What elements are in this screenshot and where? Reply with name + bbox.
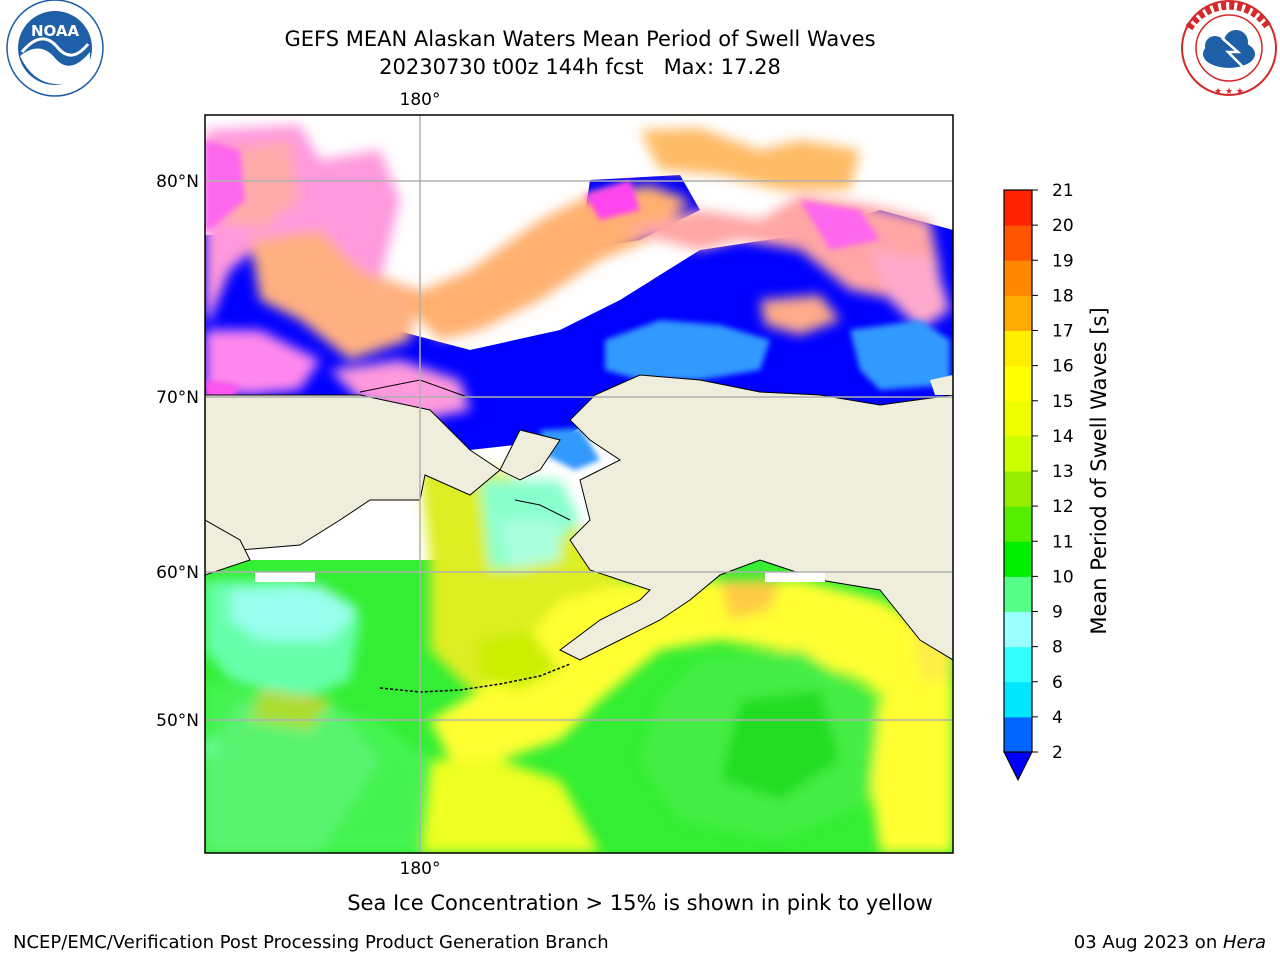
colorbar-tick-label: 13 [1052, 462, 1074, 482]
chart-title: GEFS MEAN Alaskan Waters Mean Period of … [284, 27, 876, 51]
colorbar-tick-label: 12 [1052, 497, 1074, 517]
land-mask-band-east [765, 572, 825, 582]
beaufort-swell [540, 320, 950, 470]
footer-branch: NCEP/EMC/Verification Post Processing Pr… [13, 932, 609, 953]
colorbar-segment [1004, 260, 1032, 296]
colorbar-segment [1004, 646, 1032, 683]
svg-text:NOAA: NOAA [31, 22, 80, 40]
colorbar-tick-label: 11 [1052, 532, 1074, 552]
colorbar-tick-label: 2 [1052, 743, 1063, 763]
sea-ice-region [205, 125, 950, 420]
colorbar-segment [1004, 681, 1032, 718]
colorbar-tick-label: 9 [1052, 603, 1063, 623]
footer-date-text: 03 Aug 2023 on [1073, 932, 1223, 953]
land-mask-band [255, 572, 315, 582]
pacific-swell [205, 470, 953, 853]
map-area [205, 115, 953, 853]
colorbar-tick-label: 17 [1052, 322, 1074, 342]
map-gridlines [205, 115, 953, 853]
footer-date: 03 Aug 2023 on Hera [1074, 932, 1266, 953]
colorbar-segment [1004, 576, 1032, 612]
noaa-logo: NOAA [6, 0, 104, 97]
lat-label-80: 80°N [156, 172, 199, 192]
colorbar-tick-label: 19 [1052, 251, 1074, 271]
colorbar-extend-triangle [1003, 751, 1033, 782]
lat-label-70: 70°N [156, 388, 199, 408]
colorbar-tick-label: 14 [1052, 427, 1074, 447]
colorbar-segment [1004, 365, 1032, 402]
colorbar-segment [1004, 716, 1032, 753]
map-frame [204, 114, 954, 854]
svg-text:★ ★ ★: ★ ★ ★ [1214, 87, 1244, 97]
colorbar-tick-label: 18 [1052, 286, 1074, 306]
lon-label-top: 180° [400, 90, 441, 110]
chart-subtitle: 20230730 t00z 144h fcst Max: 17.28 [379, 55, 781, 79]
sea-ice-note: Sea Ice Concentration > 15% is shown in … [347, 891, 933, 915]
colorbar-tick-label: 20 [1052, 216, 1074, 236]
lon-label-bottom: 180° [400, 859, 441, 879]
nws-logo: ★ ★ ★ [1181, 0, 1277, 97]
footer-host: Hera [1222, 932, 1266, 953]
lat-label-60: 60°N [156, 563, 199, 583]
lat-label-50: 50°N [156, 711, 199, 731]
colorbar-tick-label: 6 [1052, 673, 1063, 693]
colorbar-label: Mean Period of Swell Waves [s] [1087, 307, 1111, 634]
colorbar-segment [1004, 400, 1032, 437]
colorbar-segment [1004, 435, 1032, 472]
colorbar-segment [1004, 330, 1032, 367]
colorbar-tick-label: 8 [1052, 638, 1063, 658]
colorbar-segment [1004, 295, 1032, 331]
colorbar-tick-label: 16 [1052, 357, 1074, 377]
colorbar-segment [1004, 611, 1032, 648]
colorbar-tick-label: 4 [1052, 708, 1063, 728]
colorbar-tick-label: 15 [1052, 392, 1074, 412]
colorbar-tick-label: 10 [1052, 567, 1074, 587]
colorbar-segment [1004, 225, 1032, 261]
colorbar: 2 4 6 8 9 10 11 12 13 14 15 16 17 18 19 20 21 [1003, 181, 1074, 782]
land-mass [205, 374, 953, 693]
colorbar-segment [1004, 190, 1032, 226]
colorbar-tick-label: 21 [1052, 181, 1074, 201]
colorbar-segment [1004, 541, 1032, 577]
colorbar-segment [1004, 506, 1032, 542]
colorbar-segment [1004, 471, 1032, 507]
